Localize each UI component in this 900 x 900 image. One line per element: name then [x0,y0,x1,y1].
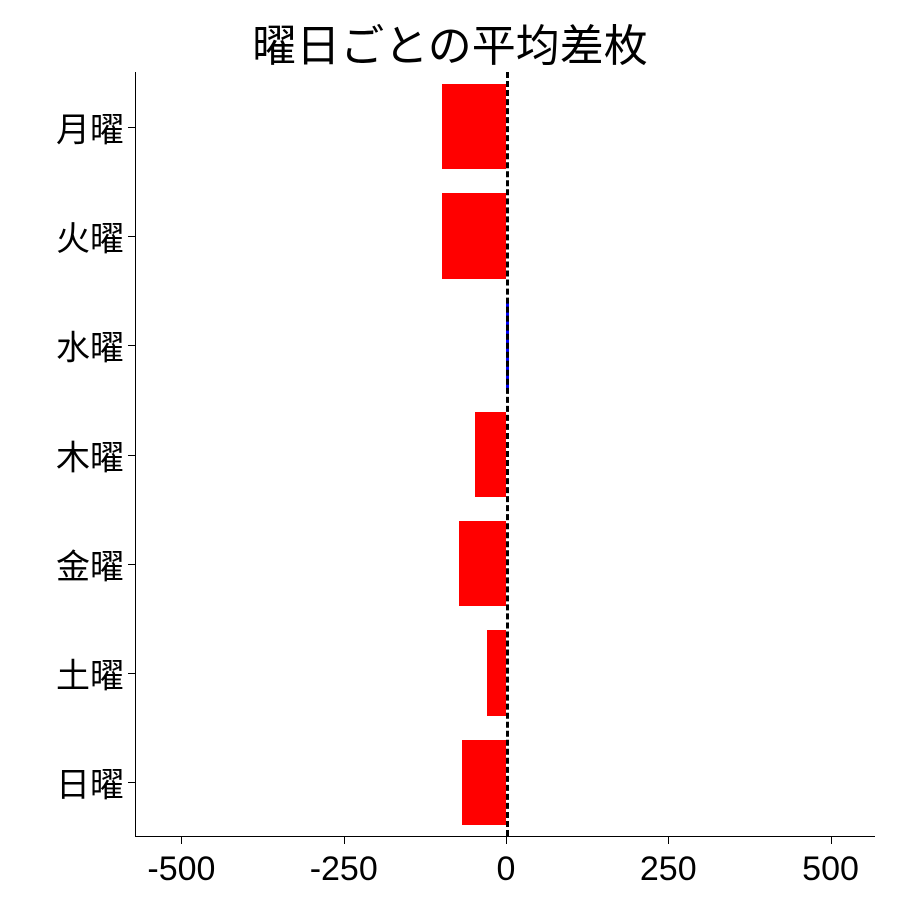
plot-area: -500-2500250500月曜火曜水曜木曜金曜土曜日曜 [135,72,875,837]
x-tick-label: 250 [640,836,697,889]
bar [487,630,506,715]
y-tick-label: 金曜 [56,539,136,588]
y-tick-label: 土曜 [56,649,136,698]
bar [475,412,506,497]
chart-container: 曜日ごとの平均差枚 -500-2500250500月曜火曜水曜木曜金曜土曜日曜 [0,0,900,900]
x-tick-label: -500 [147,836,215,889]
bar [442,193,506,278]
y-tick-label: 火曜 [56,211,136,260]
x-tick-label: -250 [310,836,378,889]
x-tick-label: 500 [802,836,859,889]
x-tick-label: 0 [497,836,516,889]
bar [442,84,506,169]
chart-title: 曜日ごとの平均差枚 [252,10,648,74]
bar [459,521,506,606]
y-tick-label: 月曜 [56,102,136,151]
zero-line [506,72,509,836]
y-tick-label: 水曜 [56,321,136,370]
y-tick-label: 日曜 [56,758,136,807]
y-tick-label: 木曜 [56,430,136,479]
bar [462,740,506,825]
